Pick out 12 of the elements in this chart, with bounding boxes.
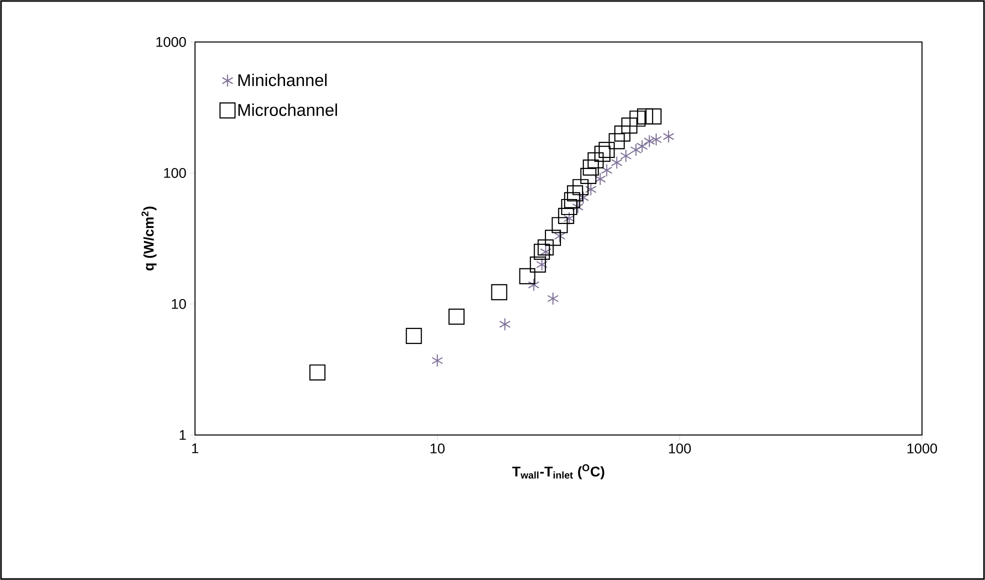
legend-label: Microchannel: [238, 104, 337, 116]
y-tick-label: 1: [180, 430, 186, 440]
x-tick-label: 10: [430, 444, 445, 454]
legend-label: Minichannel: [238, 74, 327, 86]
y-tick-label: 1000: [156, 37, 186, 47]
y-tick-label: 10: [172, 299, 186, 309]
y-axis-title: q (W/cm$^{2}$): [141, 206, 156, 270]
x-tick-label: 100: [669, 444, 691, 454]
x-axis-title: T$_{wall}$-T$_{inlet}$ ($^{O}$C): [512, 464, 604, 480]
x-tick-label: 1: [192, 444, 198, 454]
x-tick-label: 1000: [907, 444, 938, 454]
y-tick-label: 100: [164, 168, 186, 178]
